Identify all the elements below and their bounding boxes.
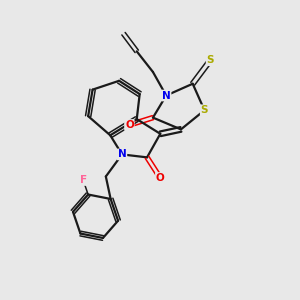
Text: N: N xyxy=(162,91,171,100)
Text: O: O xyxy=(156,173,165,183)
Text: F: F xyxy=(80,175,87,185)
Text: O: O xyxy=(125,120,134,130)
Text: S: S xyxy=(207,55,214,65)
Text: N: N xyxy=(118,149,126,159)
Text: S: S xyxy=(201,105,208,115)
